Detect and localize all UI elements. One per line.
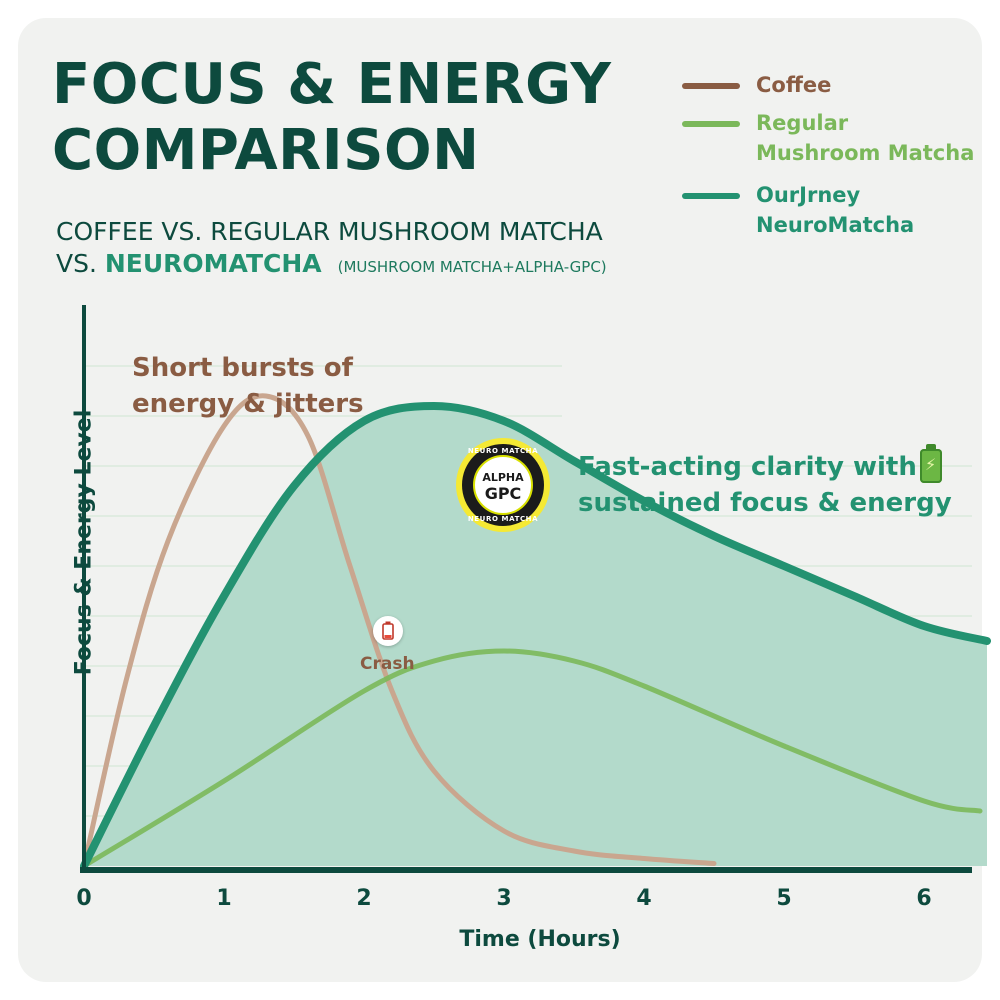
subtitle-prefix: VS. [56,249,97,278]
legend-label-regular-matcha: Regular Mushroom Matcha [756,111,975,165]
alpha-gpc-badge: NEURO MATCHA NEURO MATCHA ALPHA GPC [456,438,550,532]
title-line-1: FOCUS & ENERGY [52,52,612,117]
legend-swatch-regular-matcha [682,121,740,127]
x-tick-label-4: 4 [636,886,652,911]
coffee-annotation: Short bursts of energy & jitters [132,353,364,419]
legend-swatch-coffee [682,83,740,89]
subtitle-line-2: VS. NEUROMATCHA (MUSHROOM MATCHA+ALPHA-G… [56,248,607,283]
badge-arc-bottom: NEURO MATCHA [467,515,539,523]
x-tick-label-0: 0 [76,886,92,911]
subtitle-line-1: COFFEE VS. REGULAR MUSHROOM MATCHA [56,217,603,246]
x-tick-label-5: 5 [776,886,792,911]
empty-battery-icon [373,616,403,646]
subtitle-neuromatcha: NEUROMATCHA [104,249,322,278]
charging-battery-icon: ⚡ [920,444,942,483]
y-axis-title: Focus & Energy Level [71,409,97,676]
x-tick-label-3: 3 [496,886,512,911]
x-tick-label-1: 1 [216,886,232,911]
neuromatcha-area [84,406,987,866]
title-line-2: COMPARISON [52,118,480,183]
legend-label-neuromatcha: OurJrney NeuroMatcha [756,183,915,237]
neuromatcha-line [80,401,991,870]
coffee-line [81,393,717,869]
subtitle-formula: (MUSHROOM MATCHA+ALPHA-GPC) [337,258,607,276]
legend-swatch-neuromatcha [682,193,740,199]
badge-gpc-text: GPC [484,484,522,503]
regular-matcha-line [81,648,983,869]
x-axis-title: Time (Hours) [459,927,621,952]
badge-alpha-text: ALPHA [482,471,524,484]
badge-arc-top: NEURO MATCHA [467,447,539,455]
legend-label-coffee: Coffee [756,73,832,97]
x-tick-label-6: 6 [916,886,932,911]
crash-label: Crash [360,654,415,674]
chart-title: FOCUS & ENERGY COMPARISON [52,52,611,184]
x-tick-label-2: 2 [356,886,372,911]
neuromatcha-annotation: Fast-acting clarity with sustained focus… [578,452,952,518]
chart-subtitle: COFFEE VS. REGULAR MUSHROOM MATCHA VS. N… [56,216,607,283]
